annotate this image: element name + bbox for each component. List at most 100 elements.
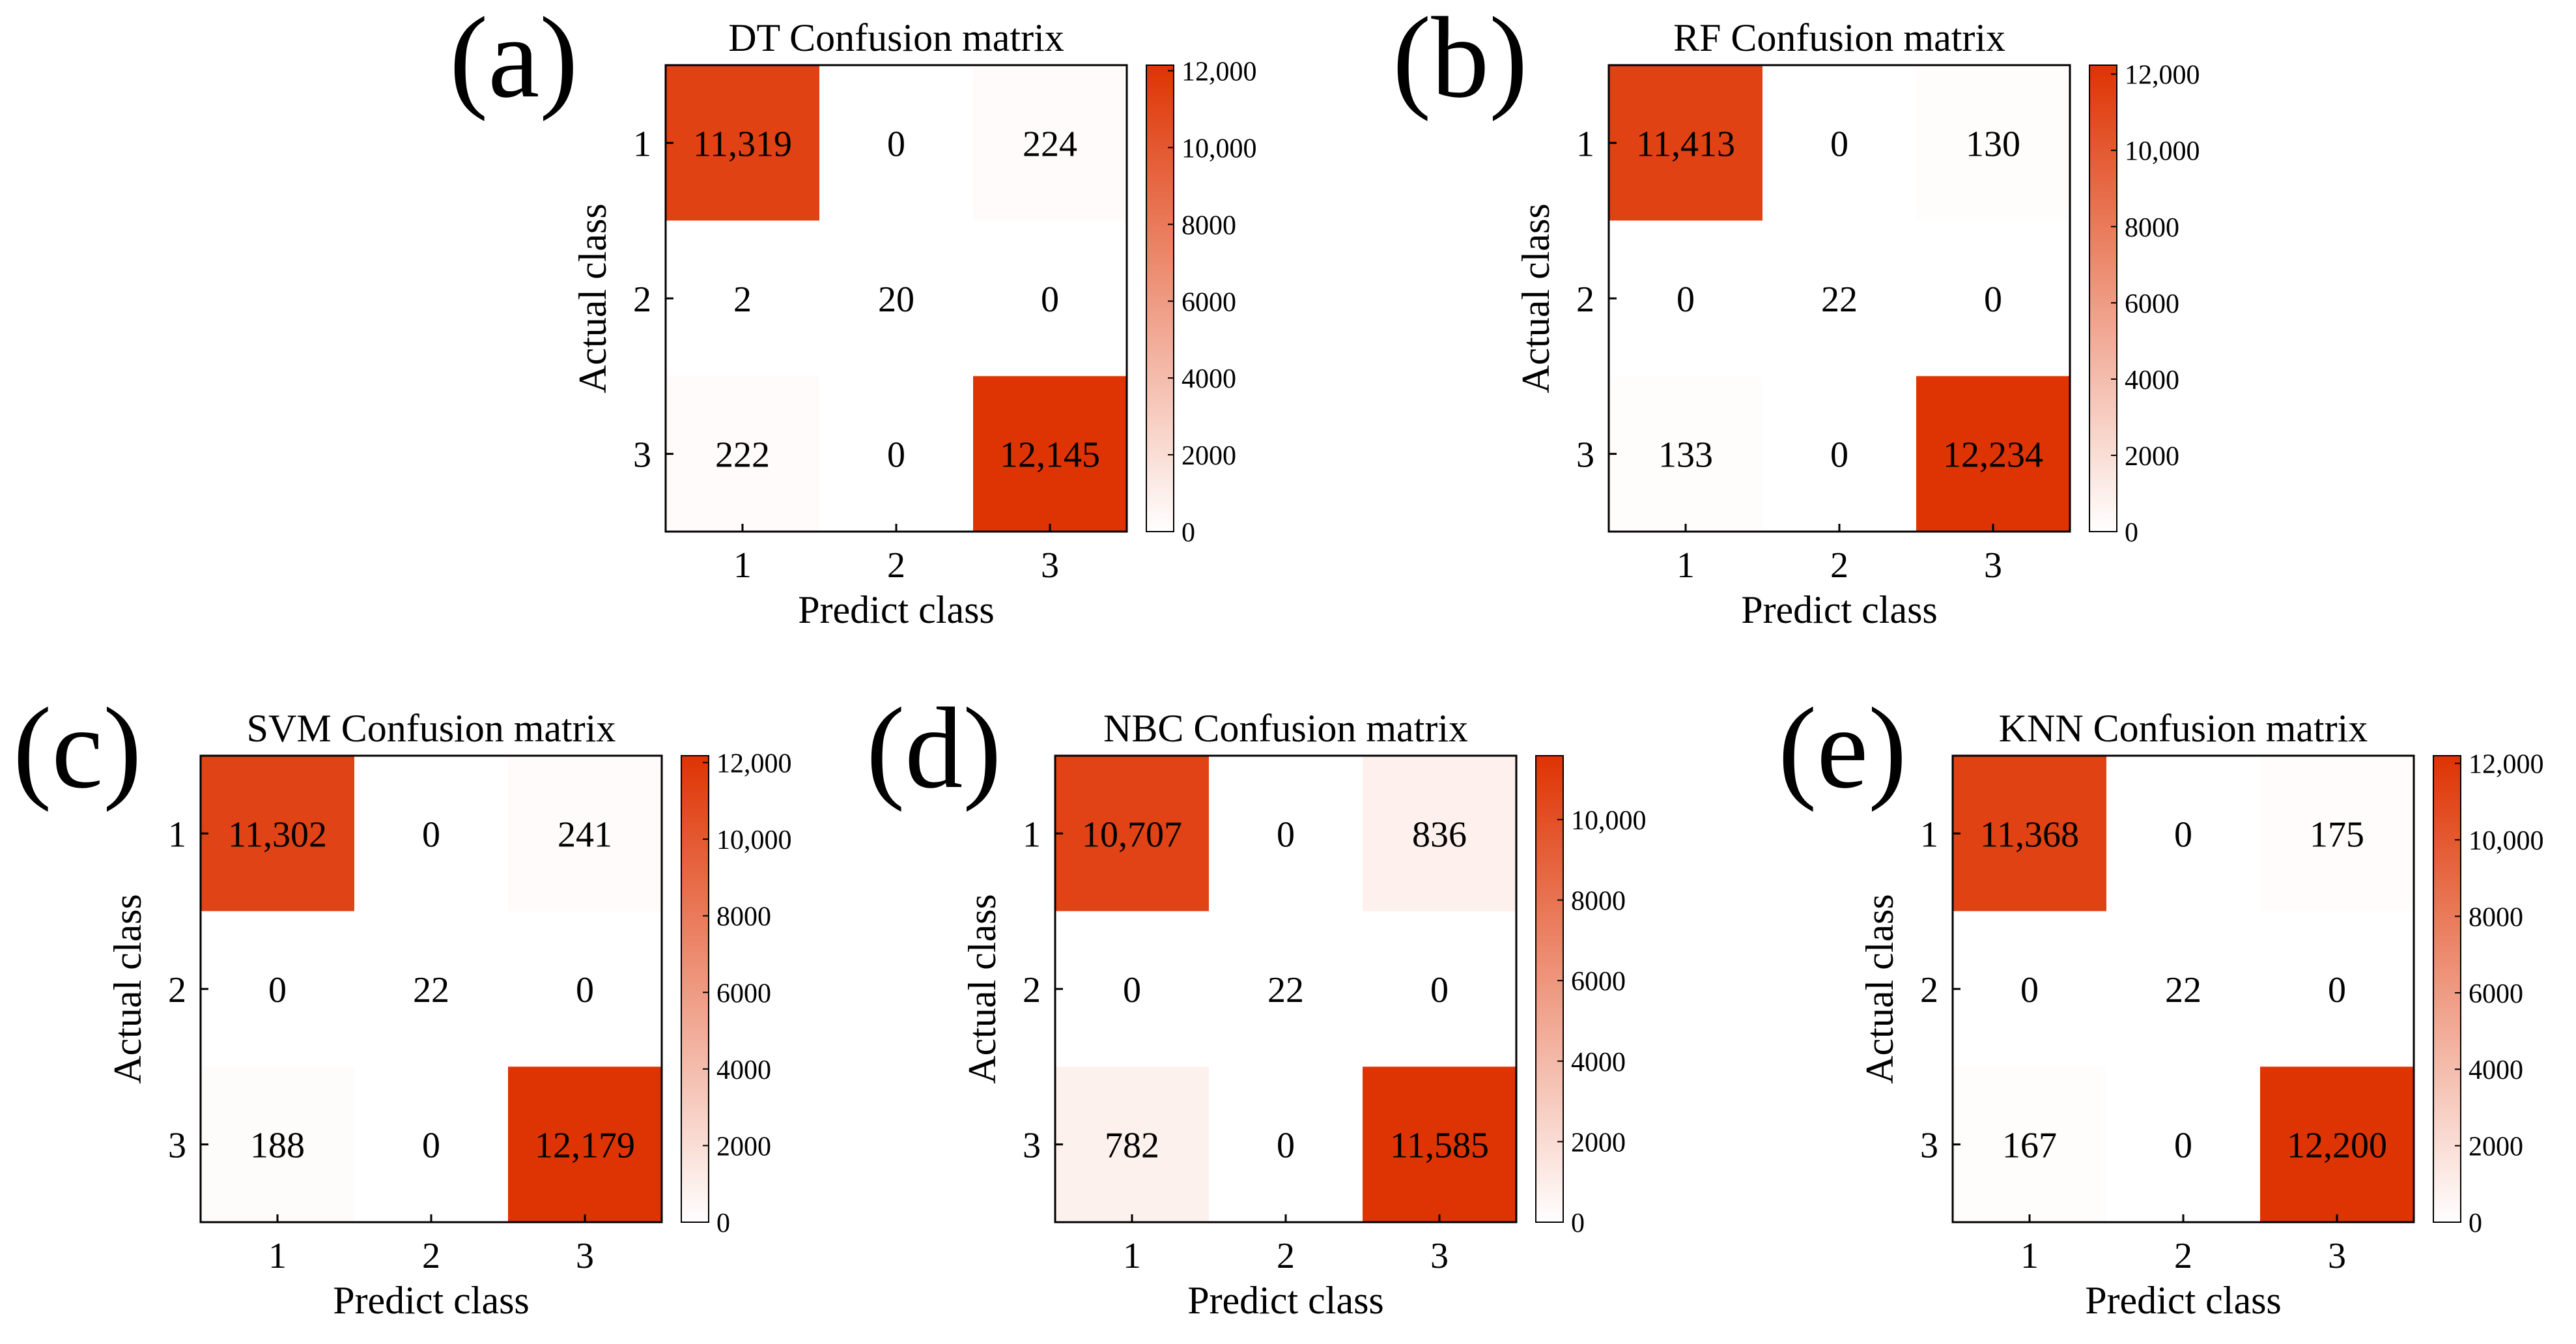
heatmap-cell <box>1762 376 1916 532</box>
cell-value: 22 <box>1267 970 1304 1010</box>
heatmap-cell <box>1953 1066 2106 1222</box>
colorbar-tick-label: 8000 <box>1571 887 1626 917</box>
y-tick-label: 1 <box>633 124 651 164</box>
y-tick-label: 3 <box>1576 435 1594 476</box>
cell-value: 0 <box>2174 1126 2192 1166</box>
colorbar-tick-label: 4000 <box>2125 365 2179 395</box>
x-tick-label: 1 <box>1123 1236 1141 1276</box>
cell-value: 782 <box>1105 1126 1159 1166</box>
heatmap-cell <box>2260 1066 2414 1222</box>
colorbar-tick-label: 8000 <box>2125 213 2179 243</box>
y-tick-label: 1 <box>1576 124 1594 164</box>
cell-value: 22 <box>1821 279 1858 320</box>
cell-value: 167 <box>2002 1126 2057 1166</box>
heatmap-cell <box>2106 1066 2260 1222</box>
cell-value: 12,234 <box>1943 435 2043 476</box>
cell-value: 0 <box>422 1126 440 1166</box>
panel-label: (d) <box>866 683 1002 812</box>
y-axis-label: Actual class <box>1514 203 1557 393</box>
x-tick-label: 1 <box>2020 1236 2039 1276</box>
colorbar <box>2433 755 2461 1223</box>
x-tick-label: 2 <box>422 1236 440 1276</box>
cell-value: 836 <box>1412 814 1467 855</box>
cell-value: 0 <box>268 970 287 1010</box>
cell-value: 12,179 <box>535 1126 635 1166</box>
cell-value: 0 <box>1041 279 1059 320</box>
y-tick-label: 1 <box>1920 814 1938 855</box>
cell-value: 0 <box>1277 814 1295 855</box>
cell-value: 133 <box>1658 435 1713 476</box>
panel-label: (b) <box>1393 0 1528 122</box>
colorbar-tick-label: 12,000 <box>1182 57 1257 87</box>
heatmap-cell <box>1209 756 1363 911</box>
colorbar-tick-label: 0 <box>1182 518 1195 548</box>
heatmap-cell <box>1762 220 1916 377</box>
x-tick-label: 1 <box>733 545 752 586</box>
chart-title: SVM Confusion matrix <box>247 707 616 750</box>
heatmap-cell <box>1209 911 1363 1067</box>
colorbar <box>1535 755 1564 1223</box>
heatmap-cell <box>819 376 973 532</box>
colorbar-tick-label: 10,000 <box>2125 137 2200 167</box>
heatmap-cell <box>666 220 819 377</box>
y-tick-label: 3 <box>1920 1126 1938 1166</box>
colorbar-tick-label: 0 <box>1571 1208 1585 1238</box>
cell-value: 0 <box>1830 124 1848 164</box>
colorbar-tick-label: 6000 <box>2469 979 2523 1009</box>
cell-value: 12,200 <box>2287 1126 2387 1166</box>
colorbar <box>1146 64 1174 532</box>
colorbar-tick-label: 10,000 <box>1571 806 1647 836</box>
x-axis-label: Predict class <box>1187 1279 1384 1322</box>
colorbar-tick-label: 0 <box>2125 518 2138 548</box>
y-tick-label: 2 <box>168 970 186 1010</box>
x-tick-label: 3 <box>1041 545 1059 586</box>
heatmap-cell <box>508 756 662 911</box>
colorbar-tick-label: 6000 <box>2125 289 2179 319</box>
x-tick-label: 1 <box>268 1236 287 1276</box>
heatmap-cell <box>1916 65 2070 221</box>
y-axis-label: Actual class <box>1858 894 1901 1084</box>
cell-value: 0 <box>1430 970 1449 1010</box>
y-tick-label: 2 <box>1023 970 1041 1010</box>
cell-value: 0 <box>1677 279 1695 320</box>
cell-value: 0 <box>2328 970 2346 1010</box>
cell-value: 222 <box>715 435 770 476</box>
heatmap-cell <box>1363 756 1516 911</box>
colorbar-tick-label: 12,000 <box>716 749 792 779</box>
y-tick-label: 2 <box>1920 970 1938 1010</box>
cell-value: 2 <box>733 279 752 320</box>
colorbar-tick-label: 8000 <box>2469 902 2523 932</box>
x-tick-label: 1 <box>1677 545 1695 586</box>
heatmap-cell <box>201 911 354 1067</box>
heatmap-cell <box>819 65 973 221</box>
heatmap-cell <box>973 376 1127 532</box>
colorbar-tick-label: 4000 <box>716 1055 771 1085</box>
colorbar-tick-label: 4000 <box>2469 1055 2523 1085</box>
cell-value: 188 <box>250 1126 305 1166</box>
heatmap-cell <box>1953 911 2106 1067</box>
cell-value: 175 <box>2310 814 2364 855</box>
cell-value: 22 <box>2165 970 2201 1010</box>
y-tick-label: 2 <box>1576 279 1594 320</box>
heatmap-cell <box>2260 756 2414 911</box>
y-tick-label: 1 <box>1023 814 1041 855</box>
cell-value: 20 <box>878 279 914 320</box>
cell-value: 0 <box>887 124 905 164</box>
cell-value: 0 <box>576 970 594 1010</box>
colorbar-tick-label: 6000 <box>1182 287 1236 317</box>
cell-value: 0 <box>2020 970 2039 1010</box>
colorbar-tick-label: 6000 <box>716 979 771 1008</box>
heatmap-cell <box>1953 756 2106 911</box>
cell-value: 130 <box>1966 124 2020 164</box>
panel-label: (e) <box>1778 683 1907 812</box>
cell-value: 0 <box>422 814 440 855</box>
colorbar-tick-label: 8000 <box>716 902 771 932</box>
heatmap-cell <box>201 1066 354 1222</box>
cell-value: 0 <box>1277 1126 1295 1166</box>
x-tick-label: 2 <box>1277 1236 1295 1276</box>
heatmap-cell <box>973 220 1127 377</box>
x-axis-label: Predict class <box>1741 588 1938 631</box>
chart-title: DT Confusion matrix <box>728 16 1064 59</box>
